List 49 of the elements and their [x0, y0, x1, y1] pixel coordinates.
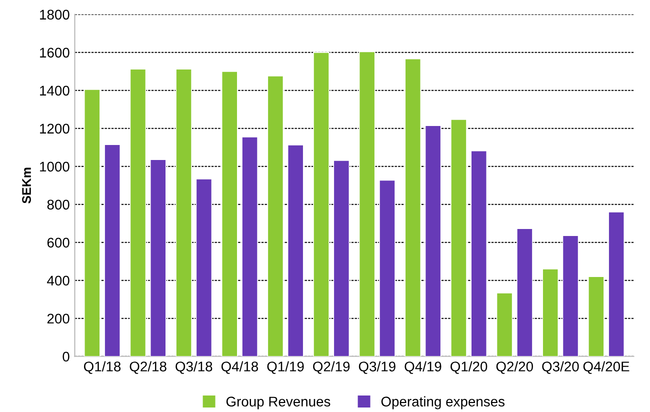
y-tick-label: 400 — [47, 276, 70, 286]
x-tick-label: Q4/18 — [221, 361, 258, 374]
bar — [379, 180, 396, 356]
bar — [496, 292, 513, 356]
bar — [358, 51, 376, 356]
x-tick-label: Q2/18 — [130, 361, 166, 374]
x-tick-label: Q1/19 — [267, 361, 304, 374]
y-tick-label: 1200 — [40, 124, 70, 134]
bar — [221, 70, 238, 356]
y-tick-label: 200 — [47, 314, 70, 324]
x-tick-label: Q4/20E — [583, 361, 630, 374]
bar — [588, 276, 604, 356]
bar — [150, 159, 166, 356]
y-tick-label: 800 — [47, 200, 70, 210]
y-axis-title: SEKm — [22, 168, 31, 204]
bar — [333, 160, 350, 356]
bar — [516, 228, 533, 356]
x-tick-label: Q1/20 — [450, 361, 488, 374]
legend-label: Operating expenses — [381, 396, 505, 410]
bar — [130, 68, 146, 356]
y-tick-label: 600 — [47, 238, 70, 248]
legend-label: Group Revenues — [226, 396, 330, 410]
bar — [450, 119, 467, 356]
y-tick-label: 0 — [62, 352, 70, 362]
bar — [196, 178, 212, 356]
y-tick-label: 1800 — [40, 10, 70, 20]
bar — [242, 136, 258, 356]
bar — [470, 150, 488, 356]
bar — [313, 52, 330, 356]
bar — [608, 212, 625, 356]
bar — [176, 68, 192, 356]
y-tick-label: 1400 — [40, 86, 70, 96]
bar — [562, 235, 579, 356]
bar — [287, 144, 304, 356]
x-tick-label: Q3/20 — [542, 361, 579, 374]
bar — [542, 268, 559, 356]
bar — [104, 144, 121, 356]
y-tick-label: 1000 — [40, 162, 70, 172]
bar — [404, 58, 422, 356]
x-tick-label: Q3/19 — [358, 361, 396, 374]
bar — [424, 125, 442, 356]
x-tick-label: Q2/20 — [496, 361, 533, 374]
x-tick-label: Q1/18 — [84, 361, 121, 374]
x-tick-label: Q2/19 — [313, 361, 350, 374]
x-tick-label: Q4/19 — [404, 361, 442, 374]
y-tick-label: 1600 — [40, 48, 70, 58]
x-tick-label: Q3/18 — [176, 361, 212, 374]
bar — [267, 76, 284, 356]
bar — [84, 89, 100, 356]
